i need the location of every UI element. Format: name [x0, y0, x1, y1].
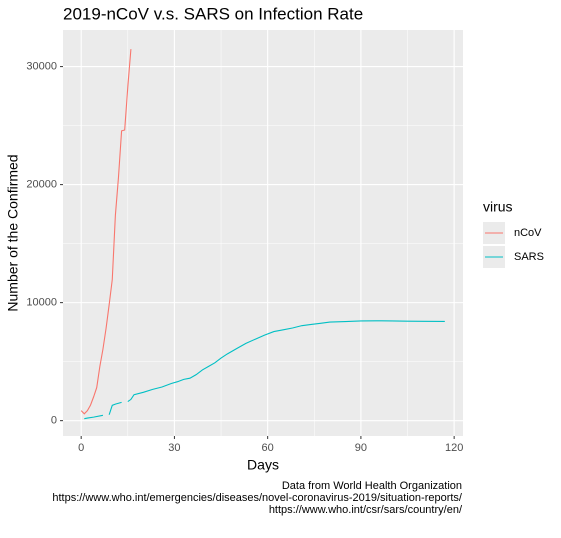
y-tick-label: 0: [51, 415, 57, 427]
y-tick-label: 20000: [26, 179, 57, 191]
series-line: [80, 49, 132, 415]
y-tick-label: 30000: [26, 60, 57, 72]
legend-label: SARS: [514, 251, 544, 263]
chart-title: 2019-nCoV v.s. SARS on Infection Rate: [63, 4, 363, 23]
caption: Data from World Health Organization: [282, 480, 462, 492]
x-tick-label: 30: [168, 442, 180, 454]
y-tick-label: 10000: [26, 297, 57, 309]
caption: https://www.who.int/csr/sars/country/en/: [269, 504, 463, 516]
x-tick-label: 0: [78, 442, 84, 454]
x-tick-label: 90: [355, 442, 367, 454]
legend-title: virus: [483, 199, 513, 215]
x-axis-title: Days: [247, 457, 279, 473]
x-tick-label: 60: [262, 442, 274, 454]
caption: https://www.who.int/emergencies/diseases…: [52, 492, 463, 504]
plot-panel: [63, 30, 463, 436]
series-line: [84, 320, 445, 420]
y-axis-title: Number of the Confirmed: [5, 154, 21, 311]
legend-label: nCoV: [514, 227, 542, 239]
x-tick-label: 120: [445, 442, 463, 454]
